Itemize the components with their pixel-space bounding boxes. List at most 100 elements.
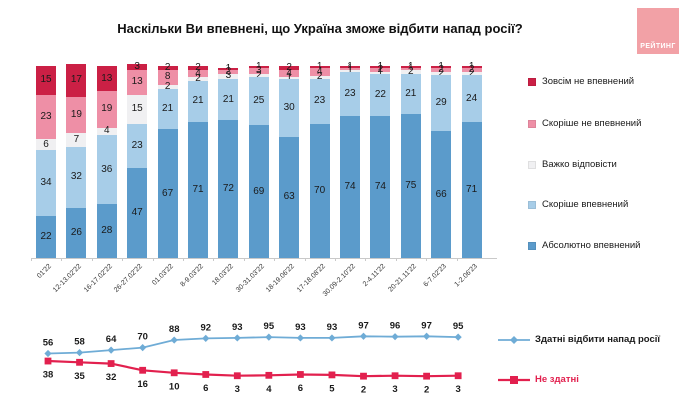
bar-value-label: 74 [374, 180, 386, 192]
stacked-bar: 1 2 1 22 74 [370, 61, 391, 258]
bar-segment: 22 [36, 215, 56, 258]
bar-segment: 74 [340, 115, 360, 258]
x-axis-label: 17-18.08'22 [295, 263, 327, 294]
line-point-label: 3 [392, 384, 397, 395]
bar-value-label: 4 [286, 67, 292, 79]
stacked-bar: 17 19 7 32 26 [66, 64, 87, 258]
bar-value-label: 1 [408, 60, 414, 72]
line-point-label: 10 [169, 381, 180, 392]
legend-item: Абсолютно впевнений [528, 240, 641, 251]
bar-value-label: 25 [253, 95, 265, 107]
bar-segment: 75 [400, 113, 421, 258]
stacked-bar: 1 1 2 21 75 [400, 61, 421, 258]
bar-value-label: 67 [162, 187, 174, 199]
line-point-label: 35 [74, 371, 85, 382]
stacked-bar: 1 1 1 23 74 [340, 61, 360, 258]
bar-segment: 71 [188, 121, 208, 258]
x-axis-label: 18.03'22 [211, 263, 236, 287]
line-point-label: 4 [266, 384, 272, 395]
bar-segment: 21 [157, 88, 178, 130]
square-marker-icon [391, 372, 399, 380]
bar-segment: 2 [461, 67, 482, 79]
bar-value-label: 2 [316, 71, 323, 83]
bar-value-label: 1 [408, 62, 414, 74]
bar-value-label: 23 [40, 110, 52, 122]
bar-value-label: 13 [101, 72, 113, 84]
bar-segment: 17 [66, 64, 87, 97]
axis-tick [335, 258, 336, 261]
bar-segment: 67 [157, 129, 178, 258]
bar-value-label: 1 [377, 60, 384, 72]
stacked-bar: 3 13 15 23 47 [127, 61, 148, 259]
bar-value-label: 2 [438, 67, 444, 79]
line-point-label: 2 [424, 385, 429, 396]
line-point-label: 6 [203, 383, 208, 394]
square-marker-icon [265, 371, 273, 379]
line-point-label: 58 [74, 337, 85, 348]
bar-value-label: 23 [314, 95, 326, 107]
bar-value-label: 19 [70, 108, 82, 120]
bar-value-label: 19 [101, 103, 113, 115]
square-marker-icon [423, 372, 430, 380]
bar-segment: 29 [431, 75, 452, 132]
axis-tick [304, 258, 306, 261]
line-point-label: 3 [235, 384, 240, 395]
axis-tick [31, 258, 32, 261]
square-marker-icon [202, 371, 210, 378]
bar-segment: 13 [127, 69, 148, 95]
bar-segment: 22 [370, 73, 391, 116]
bar-segment: 3 [248, 65, 269, 75]
bar-segment: 2 [248, 70, 269, 80]
bar-segment: 2 [188, 62, 208, 72]
bar-segment: 32 [66, 146, 87, 208]
axis-tick [213, 258, 215, 261]
x-axis-line [31, 258, 497, 259]
bar-segment: 66 [431, 131, 452, 258]
bar-segment: 2 [157, 82, 178, 92]
x-axis-label: 20-21.11'22 [387, 263, 418, 294]
bar-segment: 1 [461, 61, 482, 71]
bar-value-label: 47 [131, 206, 143, 218]
bar-value-label: 1 [347, 60, 353, 72]
bar-segment: 1 [309, 61, 330, 71]
bar-value-label: 1 [438, 60, 444, 72]
bar-segment: 23 [127, 123, 148, 168]
bar-value-label: 2 [468, 67, 475, 79]
bar-segment: 24 [461, 75, 482, 122]
bar-value-label: 17 [70, 74, 82, 86]
bar-value-label: 2 [377, 63, 384, 75]
stacked-bar: 1 2 3 21 72 [218, 63, 239, 258]
bar-segment: 70 [309, 123, 330, 258]
stacked-bar: 15 23 6 34 22 [36, 66, 56, 258]
square-marker-icon [170, 369, 178, 377]
x-axis-label: 12-13.02'22 [52, 263, 84, 294]
bar-value-label: 75 [405, 179, 417, 191]
bar-value-label: 1 [225, 62, 232, 74]
bar-value-label: 22 [40, 230, 52, 242]
x-axis-label: 30-31.03'22 [234, 263, 266, 294]
bar-segment: 2 [400, 66, 421, 76]
bar-value-label: 71 [192, 183, 204, 195]
bar-segment: 1 [340, 61, 360, 71]
bar-segment: 15 [127, 94, 148, 124]
bar-value-label: 1 [286, 72, 292, 84]
diamond-marker-icon [233, 334, 241, 342]
bar-value-label: 2 [164, 61, 171, 73]
bar-value-label: 21 [222, 93, 234, 105]
bar-segment: 3 [127, 61, 148, 71]
bar-value-label: 4 [104, 125, 110, 137]
axis-tick [91, 258, 93, 261]
bar-segment: 69 [248, 125, 269, 258]
bar-value-label: 1 [468, 60, 475, 72]
x-axis-label: 16-17.02'22 [82, 263, 114, 294]
diamond-marker-icon [170, 336, 178, 344]
legend-item: Скоріше впевнений [528, 199, 628, 210]
bar-segment: 13 [96, 66, 117, 91]
line-point-label: 3 [456, 384, 461, 395]
bar-value-label: 69 [253, 185, 265, 197]
bar-segment: 1 [340, 63, 360, 73]
bar-value-label: 32 [70, 171, 82, 183]
bar-value-label: 13 [131, 76, 143, 88]
bar-segment: 23 [340, 71, 360, 116]
bar-value-label: 66 [435, 188, 447, 200]
